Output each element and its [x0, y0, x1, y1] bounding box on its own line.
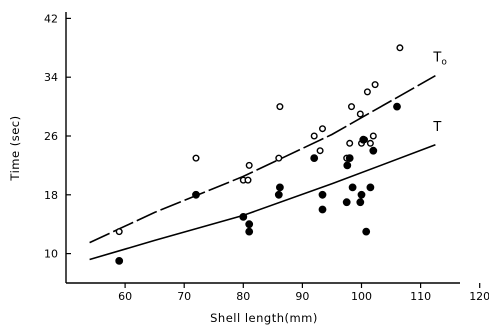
- y-tick-label: 34: [44, 71, 58, 84]
- data-point-filled: [192, 190, 200, 199]
- data-point-open: [244, 176, 252, 184]
- data-point-filled: [239, 213, 248, 221]
- data-point-filled: [318, 190, 327, 199]
- data-point-filled: [274, 190, 283, 199]
- data-point-filled: [115, 257, 124, 265]
- x-tick-label: 100: [351, 290, 372, 303]
- axis-ticks: 60 70 80 90 100 110 120 10 18 26 34 42: [44, 12, 489, 303]
- y-tick-label: 10: [44, 248, 58, 261]
- data-point-filled: [245, 220, 254, 229]
- data-point-filled: [366, 183, 375, 192]
- data-point-filled: [318, 205, 327, 214]
- data-point-filled: [359, 135, 368, 144]
- fit-line-to: [89, 75, 436, 244]
- data-point-open: [276, 103, 284, 111]
- data-point-filled: [245, 227, 254, 236]
- x-tick-label: 110: [410, 290, 431, 303]
- data-point-open: [275, 154, 283, 162]
- data-point-filled: [343, 161, 352, 170]
- data-point-open: [310, 132, 318, 140]
- data-point-filled: [356, 198, 365, 207]
- data-point-open: [369, 132, 377, 140]
- data-point-open: [348, 103, 356, 111]
- x-axis-label: Shell length(mm): [210, 311, 318, 325]
- x-tick-label: 90: [295, 290, 309, 303]
- axes: [65, 12, 460, 284]
- data-point-filled: [342, 198, 351, 207]
- x-tick-label: 80: [236, 290, 250, 303]
- y-tick-label: 18: [44, 189, 58, 202]
- data-point-filled: [348, 183, 357, 192]
- data-point-filled: [393, 102, 401, 111]
- x-tick-label: 70: [177, 290, 191, 303]
- x-tick-label: 120: [469, 290, 489, 303]
- curve-label-text: T: [432, 120, 441, 135]
- data-point-open: [396, 44, 404, 52]
- data-point-filled: [362, 227, 371, 236]
- data-point-open: [371, 81, 379, 89]
- y-axis-label: Time (sec): [8, 115, 22, 181]
- x-tick-label: 60: [118, 290, 132, 303]
- curve-label: T: [432, 120, 441, 135]
- data-point-filled: [369, 146, 378, 155]
- data-point-open: [366, 139, 374, 147]
- labels: Shell length(mm) Time (sec): [8, 115, 318, 325]
- data-point-filled: [310, 154, 319, 163]
- y-tick-label: 42: [44, 12, 58, 25]
- data-point-filled: [357, 190, 366, 199]
- data-point-open: [316, 147, 324, 155]
- data-point-open: [356, 110, 364, 118]
- data-point-filled: [345, 154, 354, 163]
- data-point-open: [192, 154, 200, 162]
- data-point-open: [115, 228, 123, 236]
- data-point-open: [363, 88, 371, 96]
- data-point-open: [245, 161, 253, 169]
- data-point-open: [346, 139, 354, 147]
- y-tick-label: 26: [44, 130, 58, 143]
- curve-label-text: T: [432, 51, 441, 66]
- curve-label: To: [432, 51, 447, 68]
- curve-label-subscript: o: [441, 58, 447, 68]
- fit-curves: ToT: [89, 51, 447, 261]
- fit-line-t: [89, 144, 436, 261]
- data-point-open: [319, 125, 327, 133]
- data-points: [115, 44, 404, 265]
- data-point-filled: [276, 183, 284, 192]
